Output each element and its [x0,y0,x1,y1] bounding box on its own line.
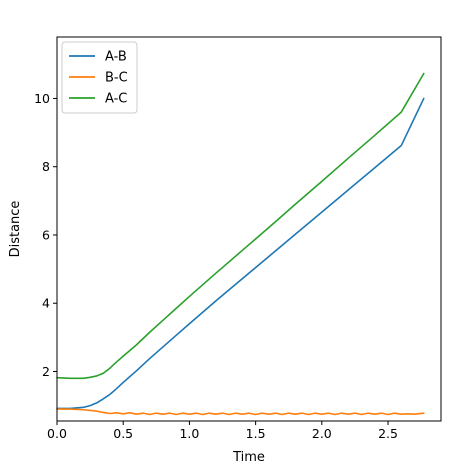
y-axis-label: Distance [8,201,23,258]
series-layer [56,72,425,416]
x-axis-ticks: 0.0 0.5 1.0 1.5 2.0 2.5 [47,421,398,441]
legend-box [61,41,138,114]
y-tick-label: 2 [42,364,50,379]
series-line-3 [56,72,425,380]
legend-label-2: B-C [105,71,128,86]
axes-frame [56,36,442,422]
x-tick-label: 1.0 [179,426,199,441]
x-tick-label: 2.5 [378,426,398,441]
x-tick-label: 0.0 [47,426,67,441]
y-axis-ticks: 2 4 6 8 10 [34,91,57,379]
legend-label-1: A-B [105,50,127,65]
x-tick-label: 2.0 [312,426,332,441]
y-tick-label: 8 [42,159,50,174]
series-line-1 [56,97,425,410]
x-axis-label: Time [232,450,265,465]
legend: A-B B-C A-C [61,41,138,114]
x-tick-label: 0.5 [113,426,133,441]
x-tick-label: 1.5 [246,426,266,441]
series-line-2 [56,408,425,416]
legend-label-3: A-C [105,92,127,107]
y-tick-label: 10 [34,91,50,106]
y-tick-label: 4 [42,296,50,311]
y-tick-label: 6 [42,227,50,242]
